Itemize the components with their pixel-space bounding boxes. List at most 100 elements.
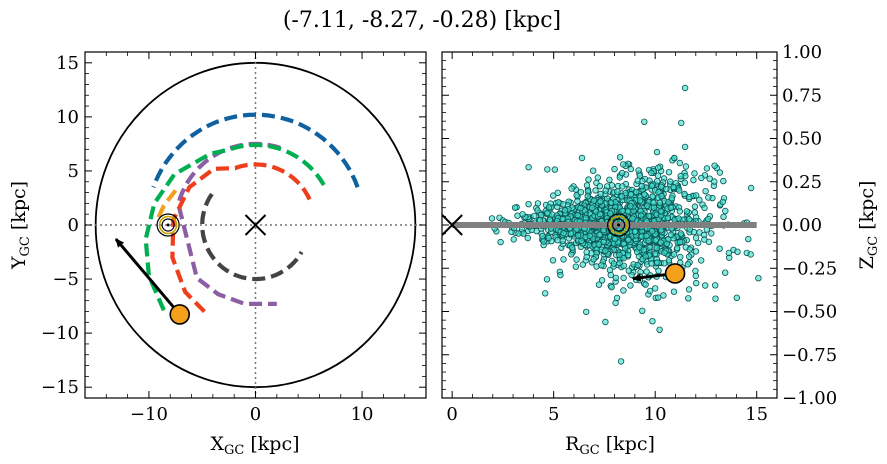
star-point <box>560 230 567 237</box>
star-point <box>712 282 719 289</box>
star-point <box>567 230 575 237</box>
star-point <box>650 204 658 211</box>
sun-yellow-ring <box>609 215 628 235</box>
star-point <box>733 294 740 301</box>
star-point <box>559 237 566 244</box>
star-point <box>692 248 700 255</box>
star-point <box>559 215 566 223</box>
rz-ticks: 0 5 10 15 −1.00 −0.75 −0.50 −0.25 0.00 0.25 0.50 0.… <box>442 42 837 425</box>
star-point <box>607 199 615 206</box>
star-point <box>598 262 605 269</box>
star-point <box>579 261 586 268</box>
rz-y-tick-label: −0.75 <box>782 345 837 366</box>
star-point <box>676 208 683 215</box>
star-point <box>617 358 625 365</box>
star-point <box>719 198 726 206</box>
star-point <box>545 204 553 211</box>
star-point <box>686 216 693 223</box>
star-point <box>702 282 709 289</box>
star-point <box>690 176 697 184</box>
star-point <box>681 190 688 198</box>
xy-y-tick-label: 0 <box>68 215 79 236</box>
xy-ticks: −10 0 10 −15 −10 −5 0 5 10 15 <box>41 52 427 425</box>
star-point <box>627 191 635 198</box>
star-point <box>551 166 558 173</box>
star-point <box>654 177 661 185</box>
star-point <box>577 204 584 212</box>
star-point <box>573 192 580 199</box>
star-point <box>644 202 651 209</box>
star-point <box>488 215 496 222</box>
star-point <box>545 234 552 242</box>
star-point <box>578 154 586 162</box>
star-point <box>640 246 647 254</box>
star-point <box>620 255 627 262</box>
star-point <box>661 249 668 256</box>
star-point <box>675 215 682 222</box>
star-point <box>574 197 581 205</box>
star-point <box>590 167 597 174</box>
xy-y-tick-label: −10 <box>41 323 79 344</box>
object-marker <box>664 263 686 284</box>
star-point <box>635 167 642 174</box>
star-point <box>646 287 654 295</box>
star-point <box>525 200 532 208</box>
rz-y-tick-label: 1.00 <box>782 42 822 63</box>
star-point <box>663 185 670 193</box>
sun-dot <box>166 223 170 227</box>
star-point <box>531 212 538 220</box>
star-point <box>573 256 580 263</box>
xy-y-tick-label: 5 <box>68 161 79 182</box>
star-point <box>656 199 664 206</box>
star-point <box>596 231 603 238</box>
star-point <box>568 185 575 192</box>
star-point <box>637 212 645 219</box>
star-point <box>620 287 627 294</box>
xy-panel: −10 0 10 −15 −10 −5 0 5 10 15 XGC [kpc] YGC [kpc] <box>8 51 427 458</box>
star-point <box>693 192 700 199</box>
star-point <box>596 210 604 218</box>
star-point <box>578 237 585 245</box>
star-point <box>646 244 653 251</box>
star-point <box>606 176 613 183</box>
star-point <box>519 211 526 218</box>
star-point <box>555 199 562 206</box>
spiral-arm-2 <box>170 162 312 316</box>
star-point <box>668 195 675 202</box>
star-point <box>656 326 663 333</box>
star-point <box>755 275 762 282</box>
star-point <box>657 226 665 234</box>
galactic-center-marker <box>442 214 463 236</box>
sun-inner-ring <box>161 218 175 232</box>
star-point <box>584 193 591 200</box>
star-point <box>701 204 708 212</box>
rz-y-tick-label: −1.00 <box>782 388 837 409</box>
star-point <box>681 179 688 186</box>
star-point <box>586 232 593 240</box>
star-point <box>614 188 621 195</box>
star-point <box>642 253 649 260</box>
star-point <box>661 260 668 267</box>
xy-x-tick-label: 10 <box>351 404 374 425</box>
star-point <box>616 251 623 259</box>
star-point <box>698 257 705 264</box>
rz-y-tick-label: −0.50 <box>782 302 837 323</box>
star-point <box>574 211 581 219</box>
rz-y-tick-label: 0.75 <box>782 85 822 106</box>
star-point <box>649 318 656 325</box>
star-point <box>607 271 614 279</box>
star-point <box>648 169 655 177</box>
star-point <box>612 274 619 282</box>
star-point <box>620 161 627 168</box>
star-point <box>691 170 698 177</box>
star-point <box>652 237 659 244</box>
star-point <box>497 238 504 246</box>
star-point <box>677 230 685 237</box>
star-point <box>677 172 684 180</box>
star-point <box>643 268 650 275</box>
star-point <box>720 177 727 185</box>
star-point <box>692 272 699 280</box>
star-point <box>658 192 665 200</box>
sun-yellow-ring <box>158 215 178 235</box>
